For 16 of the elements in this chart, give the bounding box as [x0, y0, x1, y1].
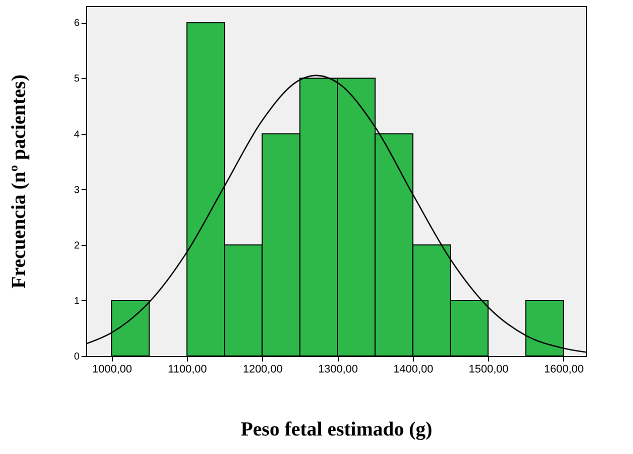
x-tick-label: 1500,00: [468, 364, 508, 376]
y-tick-label: 6: [74, 18, 80, 30]
y-tick-label: 0: [74, 352, 80, 362]
y-tick-label: 1: [74, 296, 80, 307]
y-tick-label: 5: [74, 74, 80, 85]
y-tick-label: 2: [74, 240, 80, 252]
x-tick-label: 1600,00: [544, 364, 584, 376]
x-axis-title: Peso fetal estimado (g): [240, 418, 432, 440]
y-tick-label: 3: [74, 184, 80, 196]
y-axis-title: Frecuencia (nº pacientes): [8, 74, 30, 288]
x-tick-label: 1100,00: [168, 364, 207, 376]
y-tick-label: 4: [74, 129, 80, 140]
x-tick-label: 1200,00: [242, 364, 283, 376]
x-tick-label: 1000,00: [92, 364, 132, 376]
x-tick-label: 1400,00: [393, 364, 434, 376]
x-tick-label: 1300,00: [318, 364, 358, 376]
